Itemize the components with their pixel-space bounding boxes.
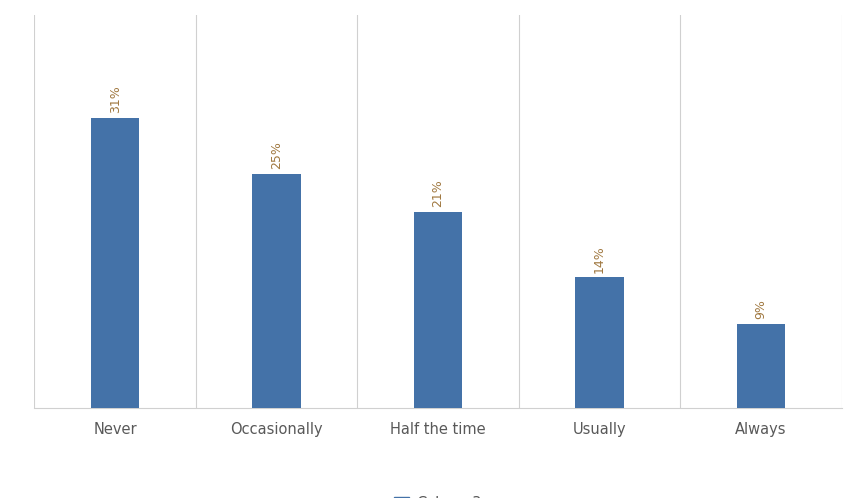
Text: 25%: 25% (270, 141, 283, 169)
Bar (414, 212, 462, 408)
Text: 31%: 31% (108, 86, 122, 114)
Bar (253, 174, 301, 408)
Bar (737, 324, 785, 408)
Text: 9%: 9% (754, 299, 768, 319)
Text: 21%: 21% (431, 179, 445, 207)
Bar (91, 118, 139, 408)
Legend: Column3: Column3 (394, 496, 482, 498)
Text: 14%: 14% (593, 245, 606, 272)
Bar (576, 277, 624, 408)
